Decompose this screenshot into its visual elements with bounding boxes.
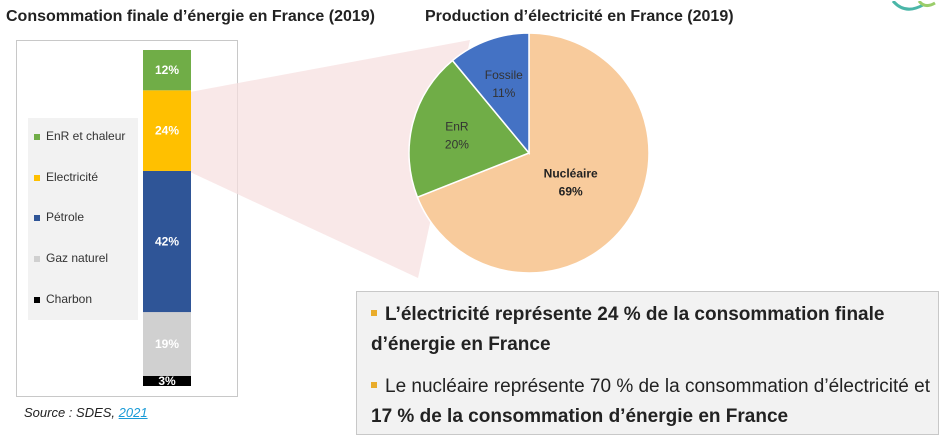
bar-segment-4 [143,50,191,91]
legend-label: Gaz naturel [46,251,109,265]
legend-item-petrole: Pétrole [34,210,84,224]
logo [875,0,945,18]
left-chart-title: Consommation finale d’énergie en France … [6,8,375,25]
right-chart-title: Production d’électricité en France (2019… [425,8,734,25]
bar-segment-label: 42% [155,235,179,249]
bullet-1-text: L’électricité représente 24 % de la cons… [371,304,885,355]
legend-item-gaz: Gaz naturel [34,251,108,265]
bar-segment-0 [143,375,191,386]
source-link[interactable]: 2021 [118,405,148,420]
bar-segment-2 [143,170,191,313]
bullet-2-emphasis: 17 % de la consommation d’énergie en Fra… [371,406,789,427]
bar-segment-label: 19% [155,337,179,351]
pie-slice-value: 20% [445,137,469,151]
pie-slice-name: Fossile [485,68,523,82]
callout-box: L’électricité représente 24 % de la cons… [356,291,939,435]
legend-item-charbon: Charbon [34,292,92,306]
legend-item-electricite: Electricité [34,170,98,184]
legend-label: Electricité [46,170,99,184]
zoom-connector [190,40,470,278]
legend-swatch [34,133,40,140]
pie-slice-0 [416,32,650,274]
bar-segment-label: 3% [158,374,176,388]
legend-label: Pétrole [46,210,85,224]
stacked-bar-frame [16,40,238,397]
bullet-2-text: Le nucléaire représente 70 % de la conso… [385,376,930,397]
pie-slice-value: 69% [559,184,583,198]
bullet-marker [371,310,377,316]
callout-bullet-2: Le nucléaire représente 70 % de la conso… [371,372,931,432]
source-note: Source : SDES, 2021 [24,405,148,420]
bar-legend: EnR et chaleur Electricité Pétrole Gaz n… [28,118,138,320]
pie-slice-value: 11% [492,86,515,100]
pie-slice-name: Nucléaire [544,166,598,180]
legend-label: Charbon [46,292,93,306]
callout-bullet-1: L’électricité représente 24 % de la cons… [371,300,916,360]
pie-slice-name: EnR [445,119,469,133]
pie-slice-2 [451,32,530,156]
bar-segment-3 [143,90,191,171]
legend-swatch [34,255,40,262]
legend-swatch [34,296,40,303]
legend-label: EnR et chaleur [46,129,126,143]
legend-item-enr: EnR et chaleur [34,129,125,143]
bar-segment-label: 12% [155,63,179,77]
source-prefix: Source : SDES, [24,405,119,420]
bar-segment-label: 24% [155,124,179,138]
legend-swatch [34,174,40,181]
bar-segment-1 [143,312,191,376]
bullet-marker [371,382,377,388]
pie-slice-1 [408,59,531,199]
legend-swatch [34,214,40,221]
